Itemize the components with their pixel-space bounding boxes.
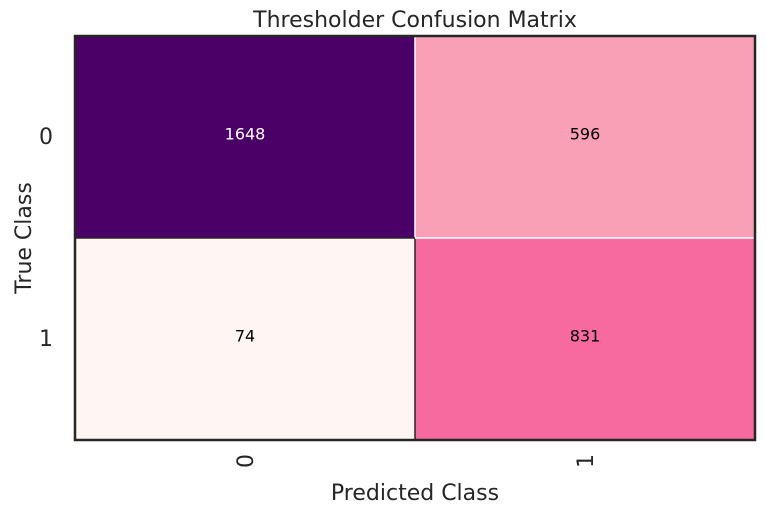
- cell-dividers: [75, 36, 755, 440]
- x-axis-label: Predicted Class: [331, 481, 499, 506]
- heatmap-cell-labels: 1648 596 74 831: [225, 125, 601, 346]
- y-tick-label: 1: [39, 327, 53, 352]
- cell-value-label: 596: [570, 125, 601, 144]
- y-axis-label: True Class: [12, 182, 37, 295]
- x-tick-label: 0: [234, 454, 259, 468]
- heatmap-cells: [75, 36, 755, 440]
- y-tick-labels: 01: [39, 125, 53, 352]
- heatmap-cell-0-0: [75, 36, 415, 238]
- cell-value-label: 1648: [225, 125, 266, 144]
- y-tick-label: 0: [39, 125, 53, 150]
- x-tick-label: 1: [574, 454, 599, 468]
- plot-frame: [73, 34, 757, 442]
- heatmap-cell-1-0: [75, 238, 415, 440]
- cell-value-label: 831: [570, 327, 601, 346]
- heatmap-cell-0-1: [415, 36, 755, 238]
- chart-title: Thresholder Confusion Matrix: [252, 8, 577, 33]
- heatmap-cell-1-1: [415, 238, 755, 440]
- cell-value-label: 74: [235, 327, 255, 346]
